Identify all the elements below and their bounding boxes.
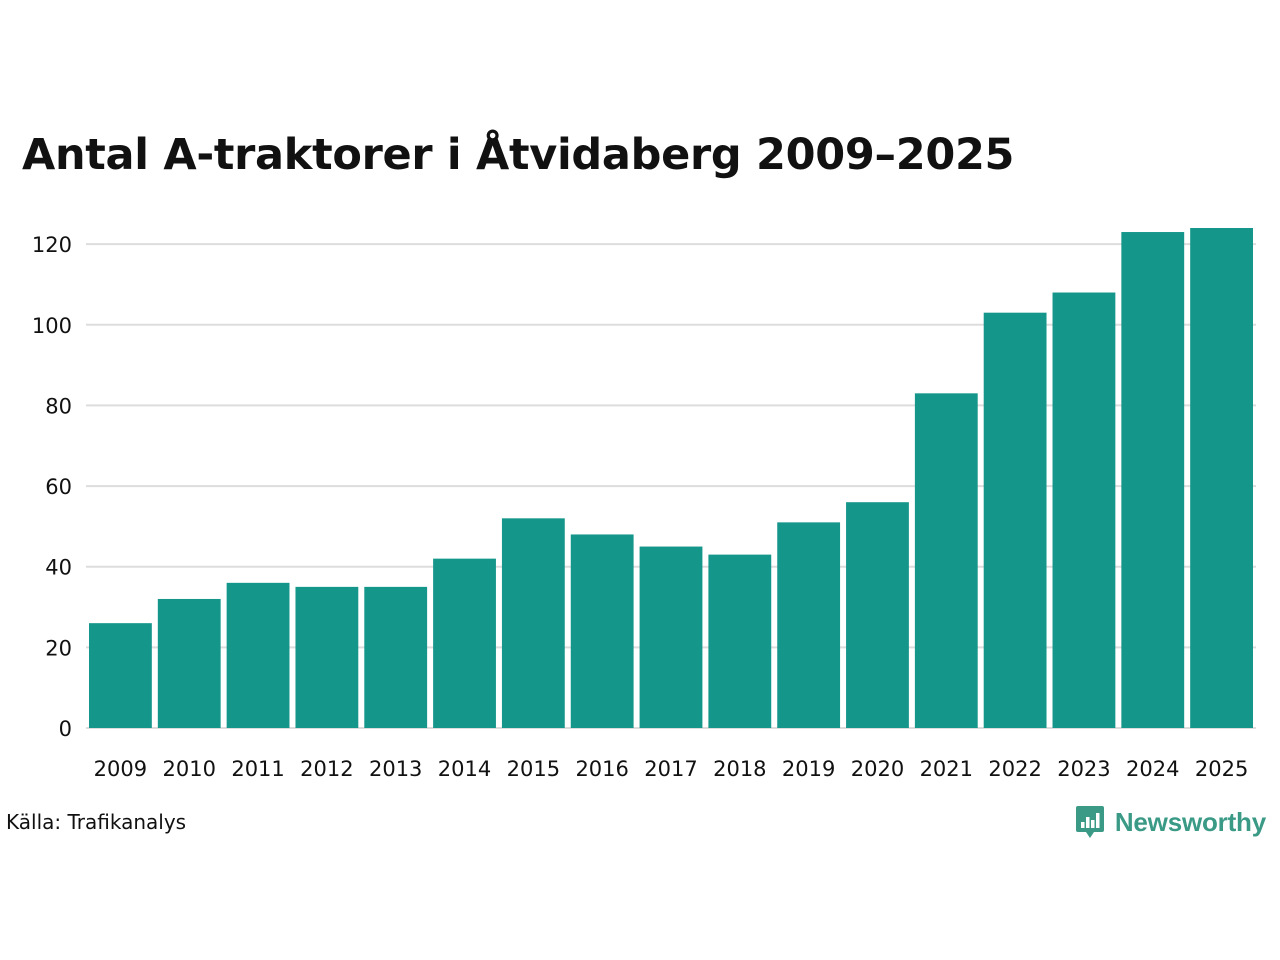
x-tick-label: 2012: [300, 757, 353, 781]
bar-2017[interactable]: 2017: 45: [639, 546, 703, 728]
x-tick-label: 2021: [920, 757, 973, 781]
brand-name: Newsworthy: [1114, 806, 1266, 837]
bar-2014[interactable]: 2014: 42: [433, 558, 496, 728]
x-tick-label: 2009: [94, 757, 147, 781]
x-tick-label: 2014: [438, 757, 491, 781]
bar-2021[interactable]: 2021: 83: [914, 393, 978, 728]
bar-2020[interactable]: 2020: 56: [846, 502, 909, 728]
bar-2023[interactable]: 2023: 108: [1052, 292, 1116, 728]
brand-logo[interactable]: Newsworthy: [1075, 804, 1266, 840]
x-tick-label: 2018: [713, 757, 766, 781]
x-tick-label: 2025: [1195, 757, 1248, 781]
bar-2025[interactable]: 2025: 124: [1190, 228, 1253, 728]
x-tick-label: 2017: [644, 757, 697, 781]
x-tick-label: 2024: [1126, 757, 1179, 781]
x-tick-label: 2022: [988, 757, 1041, 781]
bar-2009[interactable]: 2009: 26: [89, 623, 152, 728]
x-tick-label: 2023: [1057, 757, 1110, 781]
chart-title: Antal A-traktorer i Åtvidaberg 2009–2025: [22, 130, 1015, 180]
y-tick-label: 0: [59, 717, 72, 741]
bar-2012[interactable]: 2012: 35: [295, 586, 359, 728]
source-note: Källa: Trafikanalys: [6, 810, 187, 834]
bar-2015[interactable]: 2015: 52: [501, 518, 565, 728]
bar-2016[interactable]: 2016: 48: [570, 534, 634, 728]
bars: 2009: 262010: 322011: 362012: 352013: 35…: [89, 228, 1253, 728]
y-tick-label: 40: [45, 556, 72, 580]
bar-2018[interactable]: 2018: 43: [708, 554, 772, 728]
x-tick-label: 2011: [231, 757, 284, 781]
y-axis-ticks: 0 20 40 60 80 100 120: [32, 233, 72, 741]
x-axis-ticks: 2009 2010 2011 2012 2013 2014 2015 2016 2017 2018…: [94, 757, 1249, 781]
y-tick-label: 80: [45, 394, 72, 418]
x-tick-label: 2020: [851, 757, 904, 781]
x-tick-label: 2016: [575, 757, 628, 781]
bar-2011[interactable]: 2011: 36: [226, 582, 290, 728]
bar-2013[interactable]: 2013: 35: [364, 586, 428, 728]
newsworthy-logo-icon: [1075, 806, 1104, 838]
bar-2019[interactable]: 2019: 51: [777, 522, 841, 728]
bar-2024[interactable]: 2024: 123: [1121, 232, 1185, 728]
y-tick-label: 60: [45, 475, 72, 499]
y-tick-label: 100: [32, 314, 72, 338]
x-tick-label: 2019: [782, 757, 835, 781]
x-tick-label: 2015: [507, 757, 560, 781]
y-tick-label: 20: [45, 636, 72, 660]
bar-2010[interactable]: 2010: 32: [157, 598, 221, 728]
bar-2022[interactable]: 2022: 103: [983, 312, 1047, 728]
x-tick-label: 2010: [163, 757, 216, 781]
y-tick-label: 120: [32, 233, 72, 257]
x-tick-label: 2013: [369, 757, 422, 781]
